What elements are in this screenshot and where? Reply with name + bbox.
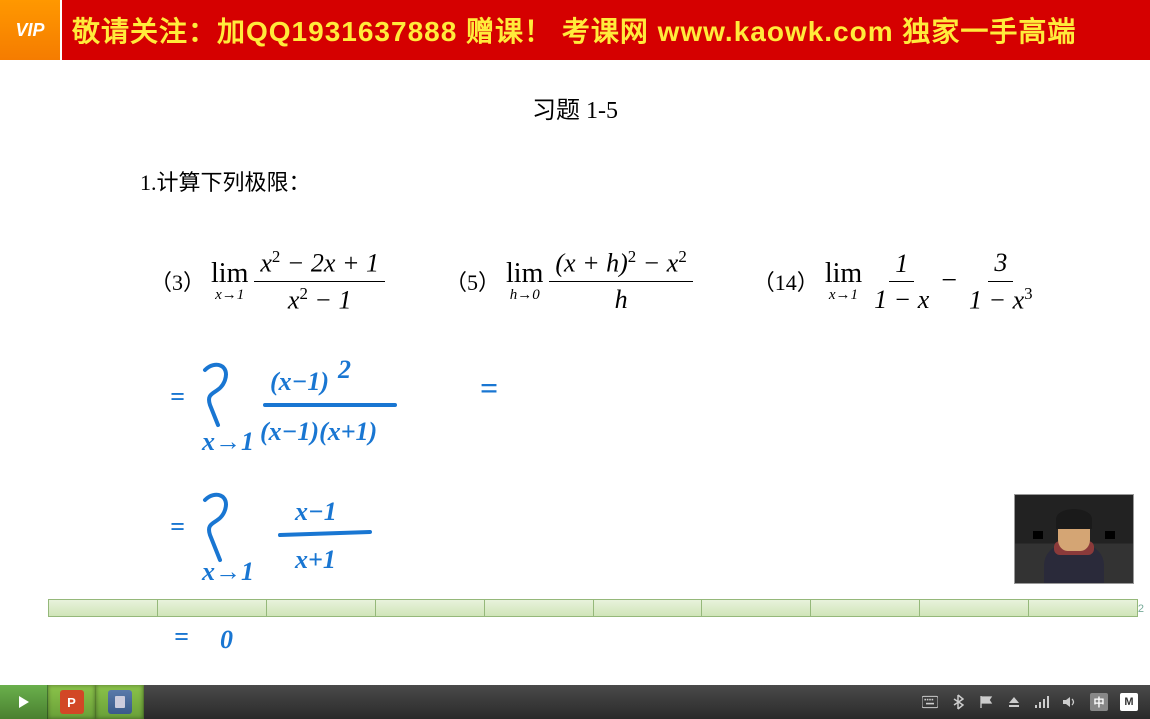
slide-title: 习题 1-5: [0, 90, 1150, 125]
book-icon: [108, 690, 132, 714]
system-tray: 中 M: [922, 693, 1150, 711]
svg-text:x+1: x+1: [294, 545, 336, 574]
powerpoint-icon: P: [60, 690, 84, 714]
color-strip: [48, 599, 1138, 617]
svg-text:(x−1)(x+1): (x−1)(x+1): [260, 417, 377, 446]
top-banner: VIP 敬请关注：加QQ1931637888 赠课！ 考课网 www.kaowk…: [0, 0, 1150, 60]
problem-number: （5）: [445, 265, 500, 297]
svg-text:=: =: [174, 622, 189, 651]
problems-row: （3） lim x→1 x2 − 2x + 1 x2 − 1 （5） lim h…: [150, 247, 1150, 316]
limit-symbol: lim x→1: [825, 260, 862, 303]
svg-text:=: =: [170, 382, 185, 411]
vip-badge: VIP: [0, 0, 62, 60]
svg-text:(x−1): (x−1): [270, 367, 329, 396]
eject-icon[interactable]: [1006, 694, 1022, 710]
taskbar: P 中 M: [0, 685, 1150, 719]
limit-symbol: lim x→1: [211, 260, 248, 303]
taskbar-apps: P: [0, 685, 144, 719]
fraction: 1 1 − x: [868, 248, 935, 315]
minus-sign: −: [941, 265, 957, 297]
slide-content: 习题 1-5 1.计算下列极限： （3） lim x→1 x2 − 2x + 1…: [0, 60, 1150, 659]
problem-number: （3）: [150, 265, 205, 297]
volume-icon[interactable]: [1062, 694, 1078, 710]
ime-lang[interactable]: 中: [1090, 693, 1108, 711]
question-heading: 1.计算下列极限：: [140, 165, 1150, 197]
svg-text:0: 0: [220, 625, 233, 654]
taskbar-app-reader[interactable]: [96, 685, 144, 719]
problem-5: （5） lim h→0 (x + h)2 − x2 h: [445, 247, 693, 316]
page-number: 2: [1138, 603, 1144, 615]
banner-text: 敬请关注：加QQ1931637888 赠课！ 考课网 www.kaowk.com…: [72, 10, 1076, 50]
taskbar-app-powerpoint[interactable]: P: [48, 685, 96, 719]
problem-14: （14） lim x→1 1 1 − x − 3 1 − x3: [753, 247, 1039, 316]
fraction: x2 − 2x + 1 x2 − 1: [254, 247, 385, 316]
svg-text:2: 2: [337, 355, 351, 384]
signal-icon[interactable]: [1034, 694, 1050, 710]
svg-text:x−1: x−1: [294, 497, 337, 526]
camera-feed: [1014, 494, 1134, 584]
problem-3: （3） lim x→1 x2 − 2x + 1 x2 − 1: [150, 247, 385, 316]
play-icon: [16, 694, 32, 710]
fraction: (x + h)2 − x2 h: [549, 247, 692, 315]
fraction: 3 1 − x3: [963, 247, 1039, 315]
svg-text:x→1: x→1: [201, 557, 254, 586]
bluetooth-icon[interactable]: [950, 694, 966, 710]
handwriting-overlay: = x→1 (x−1) 2 (x−1)(x+1) = x→1 x−1 x+1 =…: [160, 350, 560, 670]
svg-text:x→1: x→1: [201, 427, 254, 456]
flag-icon[interactable]: [978, 694, 994, 710]
limit-symbol: lim h→0: [506, 260, 543, 303]
handwriting-equals-2: =: [480, 370, 498, 407]
keyboard-icon[interactable]: [922, 694, 938, 710]
problem-number: （14）: [753, 265, 819, 297]
ime-mode[interactable]: M: [1120, 693, 1138, 711]
svg-text:=: =: [170, 512, 185, 541]
start-button[interactable]: [0, 685, 48, 719]
